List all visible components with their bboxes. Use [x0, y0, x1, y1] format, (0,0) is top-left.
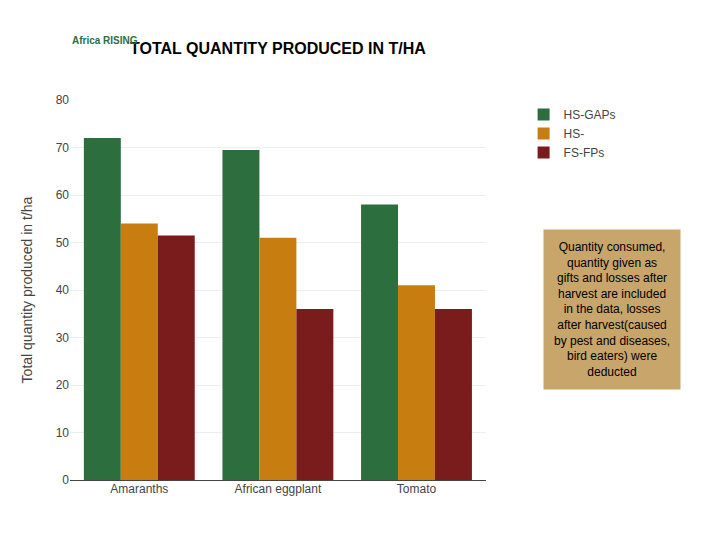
- svg-text:Quantity consumed,quantity giv: Quantity consumed,quantity given asgifts…: [554, 240, 670, 379]
- svg-text:50: 50: [56, 236, 70, 250]
- svg-text:African eggplant: African eggplant: [235, 482, 322, 496]
- svg-text:HS-GAPs: HS-GAPs: [564, 108, 616, 122]
- svg-text:FS-FPs: FS-FPs: [564, 146, 605, 160]
- svg-text:10: 10: [56, 426, 70, 440]
- svg-text:HS-: HS-: [564, 127, 585, 141]
- svg-text:70: 70: [56, 141, 70, 155]
- svg-text:40: 40: [56, 283, 70, 297]
- svg-text:30: 30: [56, 331, 70, 345]
- svg-text:Amaranths: Amaranths: [110, 482, 168, 496]
- svg-text:20: 20: [56, 378, 70, 392]
- svg-text:0: 0: [62, 473, 69, 487]
- svg-text:80: 80: [56, 93, 70, 107]
- svg-text:Total quantity produced in t/h: Total quantity produced in t/ha: [19, 196, 35, 383]
- svg-text:60: 60: [56, 188, 70, 202]
- svg-text:TOTAL QUANTITY PRODUCED IN T/H: TOTAL QUANTITY PRODUCED IN T/HA: [130, 40, 426, 57]
- svg-text:Tomato: Tomato: [397, 482, 437, 496]
- svg-text:Africa RISING: Africa RISING: [72, 35, 138, 46]
